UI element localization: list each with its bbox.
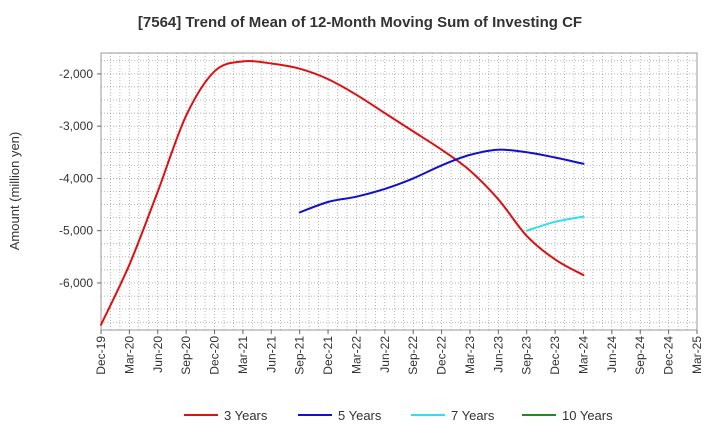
legend-label-3-years: 3 Years [224, 408, 268, 423]
x-tick-label: Jun-23 [491, 336, 505, 373]
x-tick-label: Dec-21 [321, 336, 335, 375]
x-tick-label: Dec-19 [94, 336, 108, 375]
x-tick-label: Dec-23 [548, 336, 562, 375]
x-tick-label: Sep-24 [633, 336, 647, 375]
x-tick-label: Jun-20 [151, 336, 165, 373]
x-tick-label: Mar-21 [236, 336, 250, 374]
series-line-3-years [100, 59, 585, 326]
legend-label-10-years: 10 Years [562, 408, 613, 423]
x-tick-label: Jun-24 [605, 336, 619, 373]
x-tick-label: Dec-22 [435, 336, 449, 375]
y-tick-label: -6,000 [59, 276, 93, 290]
legend-label-5-years: 5 Years [338, 408, 382, 423]
x-tick-label: Sep-23 [520, 336, 534, 375]
y-axis-title: Amount (million yen) [7, 132, 22, 251]
x-tick-label: Dec-20 [208, 336, 222, 375]
x-tick-label: Sep-20 [179, 336, 193, 375]
x-tick-label: Mar-20 [122, 336, 136, 374]
x-tick-label: Jun-21 [264, 336, 278, 373]
grid-layer [101, 53, 697, 330]
y-tick-label: -5,000 [59, 224, 93, 238]
y-tick-labels: -2,000 -3,000 -4,000 -5,000 -6,000 [59, 67, 101, 290]
x-tick-label: Dec-24 [662, 336, 676, 375]
x-tick-label: Mar-24 [576, 336, 590, 374]
x-tick-label: Mar-23 [463, 336, 477, 374]
chart-title: [7564] Trend of Mean of 12-Month Moving … [137, 14, 583, 31]
y-tick-label: -4,000 [59, 171, 93, 185]
series-line-7-years [525, 215, 585, 232]
x-tick-label: Jun-22 [378, 336, 392, 373]
legend-label-7-years: 7 Years [451, 408, 495, 423]
x-tick-label: Sep-21 [293, 336, 307, 375]
x-tick-label: Sep-22 [406, 336, 420, 375]
x-tick-label: Mar-22 [349, 336, 363, 374]
y-tick-label: -2,000 [59, 67, 93, 81]
x-tick-label: Mar-25 [690, 336, 704, 374]
legend: 3 Years 5 Years 7 Years 10 Years [184, 408, 613, 423]
y-tick-label: -3,000 [59, 119, 93, 133]
x-tick-labels: Dec-19 Mar-20 Jun-20 Sep-20 Dec-20 Mar-21 Jun-… [94, 330, 704, 375]
series-line-5-years [298, 148, 585, 214]
series-layer [100, 59, 585, 326]
